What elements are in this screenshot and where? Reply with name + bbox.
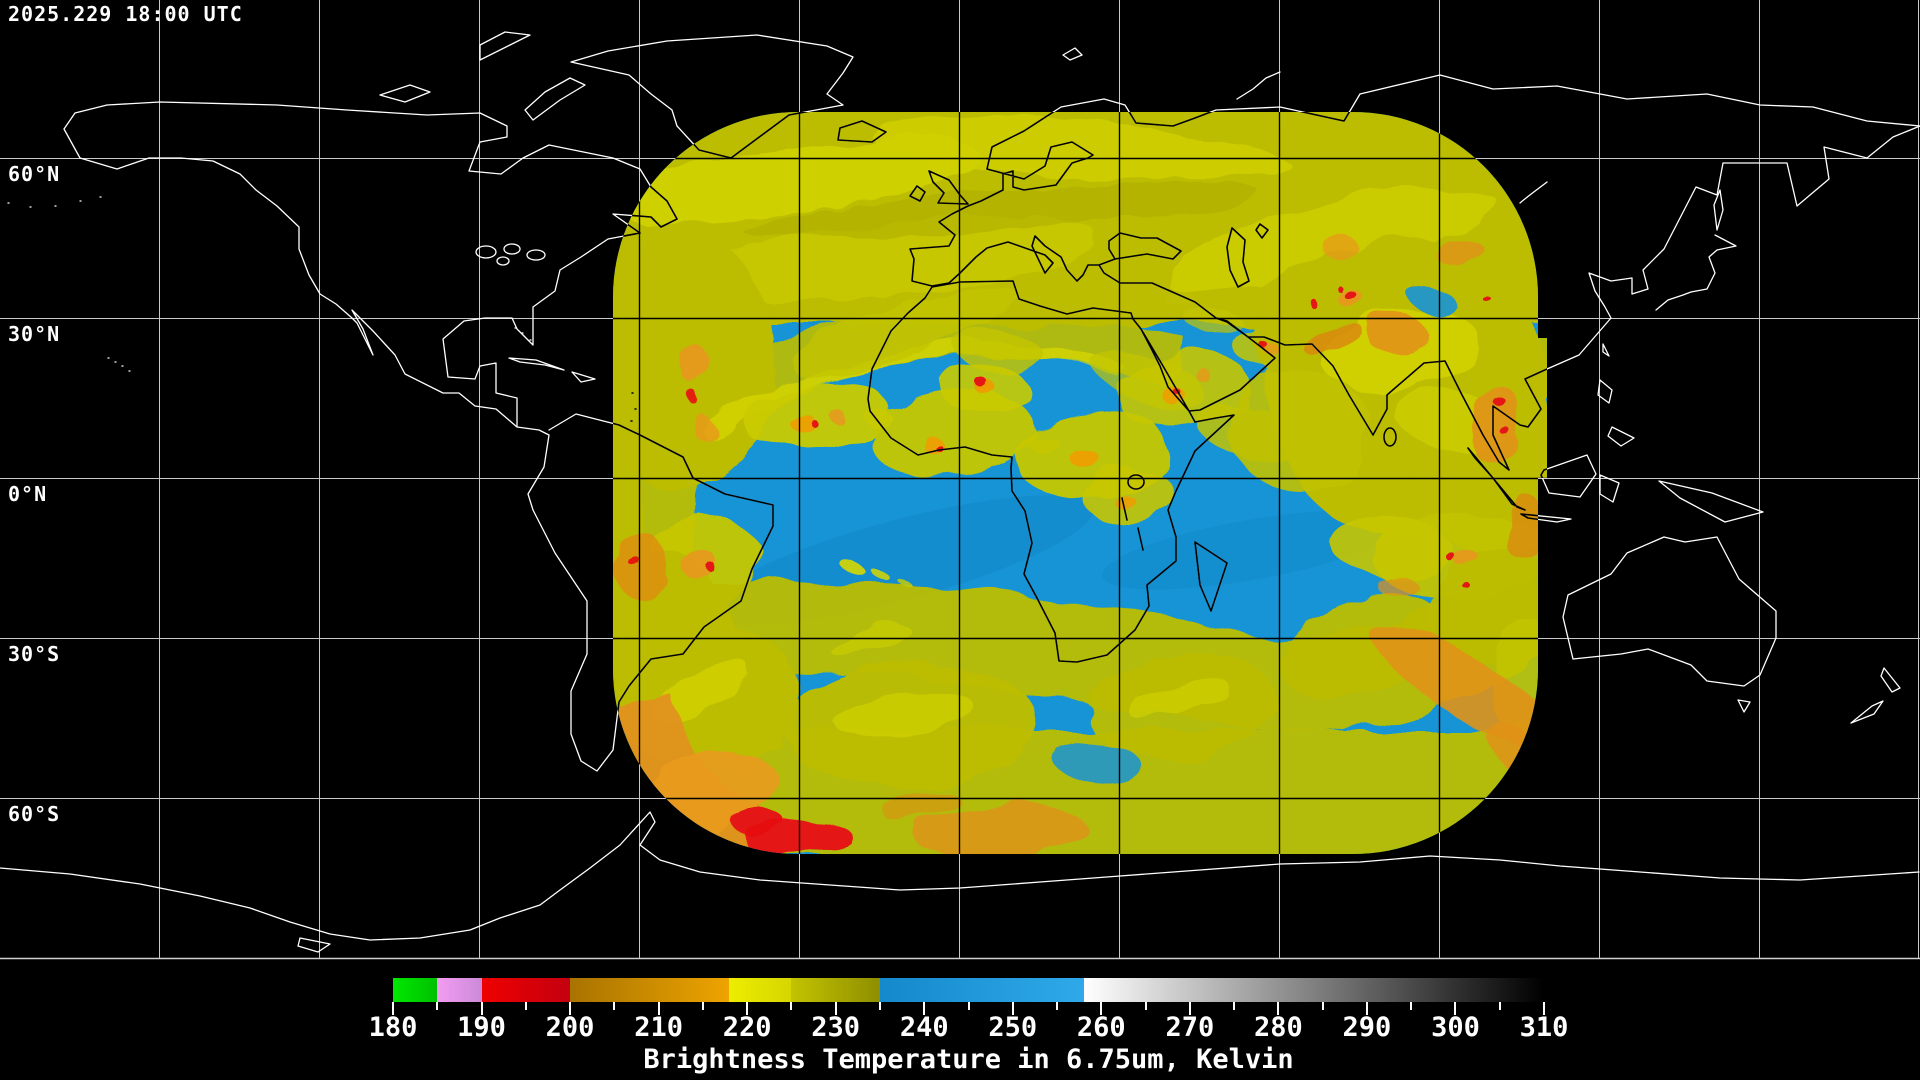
colorbar-tick: [613, 1002, 616, 1010]
colorbar-tick-label: 290: [1342, 1012, 1392, 1043]
colorbar-tick: [1188, 1002, 1191, 1015]
colorbar-tick: [1233, 1002, 1236, 1010]
colorbar-tick: [1454, 1002, 1457, 1015]
colorbar-tick: [569, 1002, 572, 1015]
colorbar-segment: [791, 978, 880, 1002]
colorbar-tick: [834, 1002, 837, 1015]
colorbar-tick: [967, 1002, 970, 1010]
colorbar-tick-label: 310: [1519, 1012, 1569, 1043]
colorbar-tick: [1321, 1002, 1324, 1010]
colorbar-tick: [657, 1002, 660, 1015]
colorbar-tick: [1410, 1002, 1413, 1010]
colorbar-tick-label: 200: [545, 1012, 595, 1043]
colorbar-tick: [923, 1002, 926, 1015]
lat-label: 30°S: [8, 642, 61, 666]
colorbar-tick: [1543, 1002, 1545, 1015]
colorbar-tick: [1011, 1002, 1014, 1015]
colorbar-segment: [437, 978, 482, 1002]
colorbar-tick: [1365, 1002, 1368, 1015]
colorbar-tick-label: 240: [899, 1012, 949, 1043]
colorbar-tick: [436, 1002, 439, 1010]
colorbar-tick: [1100, 1002, 1103, 1015]
colorbar-bar: [393, 978, 1544, 1002]
colorbar-tick: [878, 1002, 881, 1010]
lat-label: 60°N: [8, 162, 61, 186]
colorbar-tick-label: 210: [634, 1012, 683, 1043]
colorbar-tick: [480, 1002, 483, 1015]
colorbar-tick-label: 190: [457, 1012, 506, 1043]
colorbar-segment: [729, 978, 792, 1002]
satellite-swath: [613, 112, 1547, 854]
colorbar-tick: [524, 1002, 527, 1010]
colorbar-tick: [1277, 1002, 1280, 1015]
lat-label: 30°N: [8, 322, 61, 346]
colorbar-segment: [393, 978, 438, 1002]
colorbar-tick: [1144, 1002, 1147, 1010]
colorbar-tick-label: 180: [368, 1012, 418, 1043]
colorbar-tick: [746, 1002, 749, 1015]
lat-label: 60°S: [8, 802, 61, 826]
colorbar-tick-label: 300: [1431, 1012, 1480, 1043]
colorbar-tick-label: 250: [988, 1012, 1038, 1043]
timestamp: 2025.229 18:00 UTC: [8, 2, 243, 26]
colorbar-segment: [879, 978, 1084, 1002]
colorbar-tick-label: 260: [1076, 1012, 1126, 1043]
lat-label: 0°N: [8, 482, 48, 506]
colorbar-tick: [1056, 1002, 1059, 1010]
colorbar-tick: [392, 1002, 394, 1015]
colorbar-tick: [1498, 1002, 1501, 1010]
colorbar-tick-label: 220: [722, 1012, 772, 1043]
colorbar-segment: [481, 978, 571, 1002]
colorbar-tick-label: 270: [1165, 1012, 1215, 1043]
colorbar-tick-label: 230: [811, 1012, 861, 1043]
colorbar-tick: [790, 1002, 793, 1010]
colorbar-title: Brightness Temperature in 6.75um, Kelvin: [643, 1044, 1294, 1075]
colorbar-tick-label: 280: [1253, 1012, 1303, 1043]
colorbar-segment: [1083, 978, 1544, 1002]
colorbar-tick: [701, 1002, 704, 1010]
colorbar-segment: [570, 978, 730, 1002]
